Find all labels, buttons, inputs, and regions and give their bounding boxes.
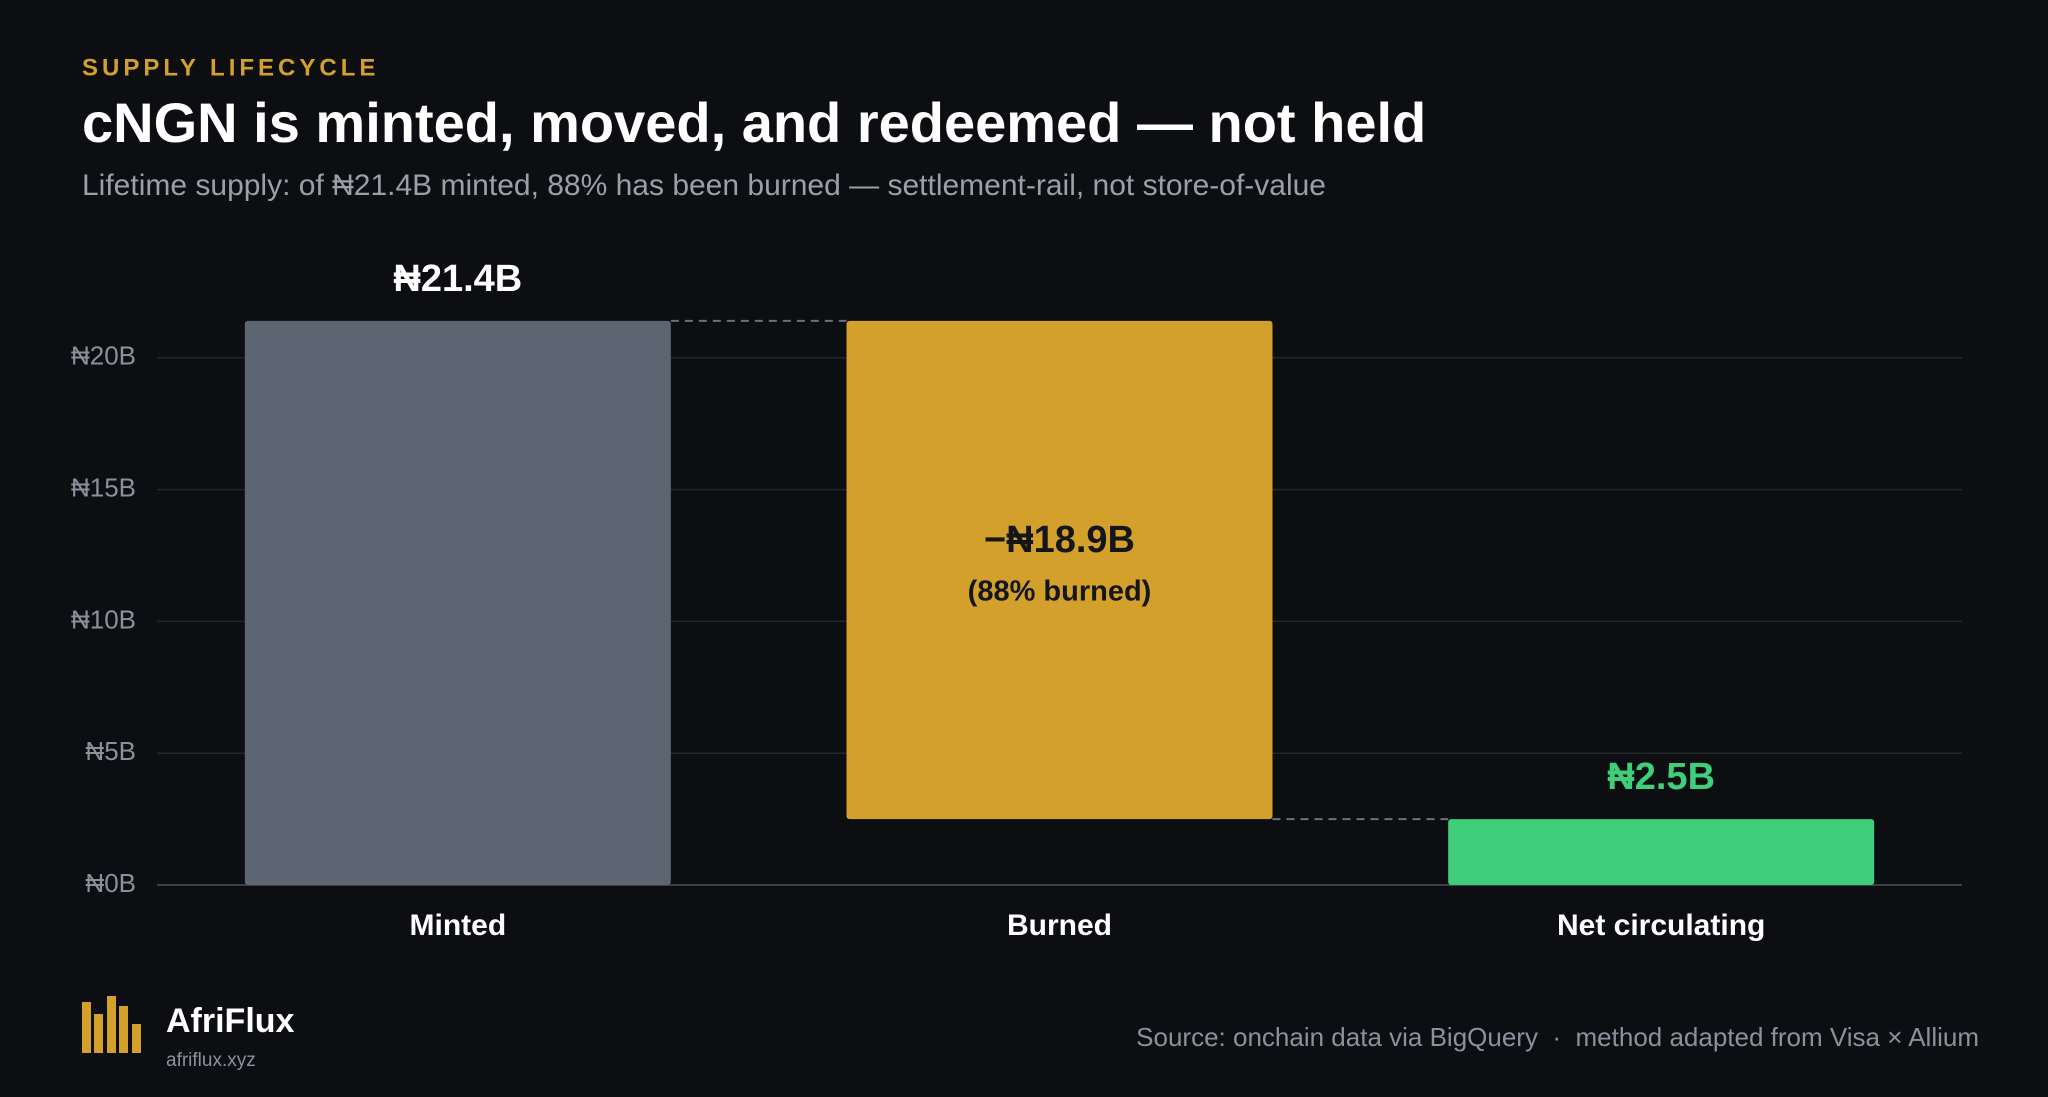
y-tick-label: ₦5B bbox=[85, 736, 136, 766]
brand-url: afriflux.xyz bbox=[166, 1050, 256, 1071]
bar bbox=[244, 320, 671, 885]
source-note: Source: onchain data via BigQuery · meth… bbox=[1136, 1022, 1979, 1052]
chart-subtitle: Lifetime supply: of ₦21.4B minted, 88% h… bbox=[82, 169, 1326, 202]
brand: AfriFlux bbox=[166, 1002, 295, 1040]
y-tick-label: ₦15B bbox=[71, 472, 136, 502]
value-label: ₦2.5B bbox=[1607, 756, 1715, 798]
y-tick-label: ₦20B bbox=[71, 341, 136, 371]
y-tick-label: ₦0B bbox=[85, 868, 136, 898]
x-tick-label: Net circulating bbox=[1557, 909, 1765, 942]
bar bbox=[846, 320, 1273, 820]
value-label: ₦21.4B bbox=[393, 258, 522, 300]
y-tick-label: ₦10B bbox=[71, 604, 136, 634]
eyebrow: SUPPLY LIFECYCLE bbox=[82, 54, 379, 81]
x-tick-label: Burned bbox=[1007, 909, 1112, 942]
logo-icon bbox=[82, 996, 141, 1053]
value-label: −₦18.9B bbox=[984, 519, 1135, 561]
chart-title: cNGN is minted, moved, and redeemed — no… bbox=[82, 91, 1426, 154]
annotation: (88% burned) bbox=[968, 576, 1152, 608]
x-tick-label: Minted bbox=[410, 909, 507, 942]
bar bbox=[1448, 819, 1875, 885]
